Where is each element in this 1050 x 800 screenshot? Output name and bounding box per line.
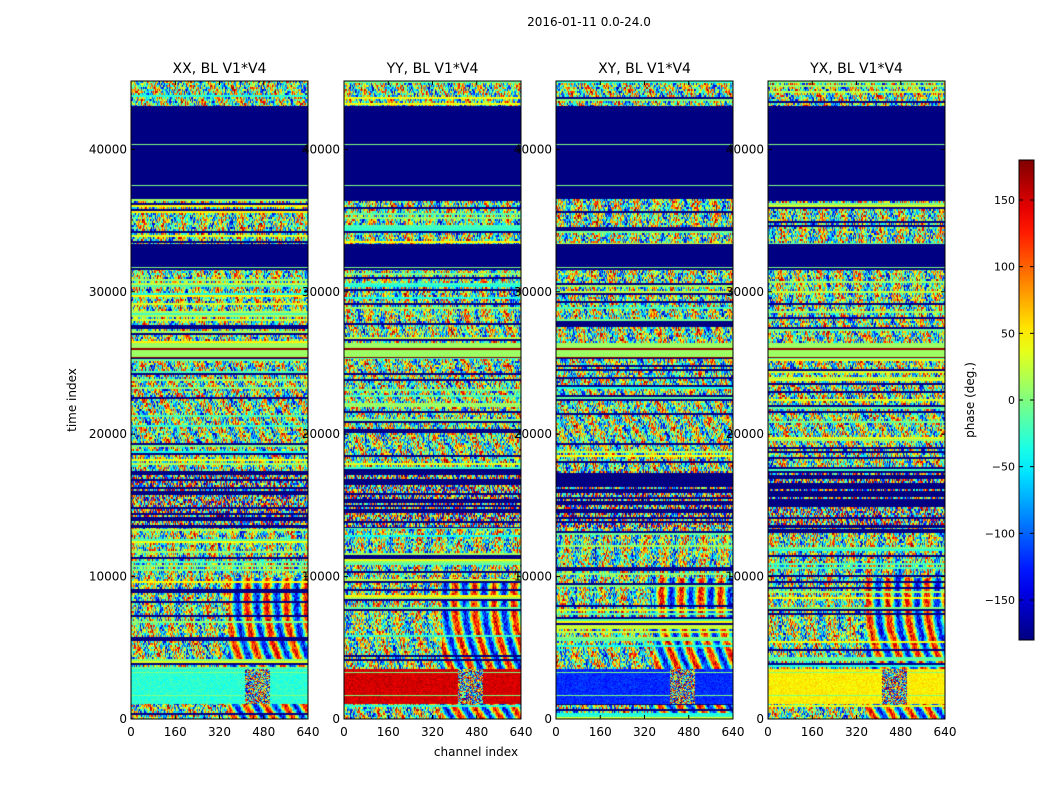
- x-tick-label: 160: [589, 725, 612, 739]
- y-tick-label: 30000: [89, 285, 127, 299]
- y-tick-label: 40000: [89, 142, 127, 156]
- figure-suptitle: 2016-01-11 0.0-24.0: [527, 15, 651, 29]
- panel-2: XY, BL V1*V4 0 160 320 480 640 0 10000 20000 3000…: [514, 61, 745, 739]
- colorbar-tick-label: −50: [992, 461, 1015, 474]
- x-tick-label: 480: [889, 725, 912, 739]
- y-tick-label: 40000: [726, 142, 764, 156]
- colorbar-tick-label: 100: [994, 261, 1015, 274]
- x-tick-label: 0: [127, 725, 135, 739]
- panel-title-1: YY, BL V1*V4: [386, 61, 479, 77]
- y-tick-label: 20000: [514, 427, 552, 441]
- x-tick-label: 0: [552, 725, 560, 739]
- heatmap-image-2: [556, 81, 733, 719]
- y-tick-label: 20000: [89, 427, 127, 441]
- x-axis-label: channel index: [434, 745, 518, 759]
- x-tick-label: 320: [208, 725, 231, 739]
- colorbar-tick-label: 0: [1008, 394, 1015, 407]
- x-tick-label: 160: [377, 725, 400, 739]
- y-tick-label: 40000: [514, 142, 552, 156]
- colorbar-tick-label: 50: [1001, 327, 1015, 340]
- x-tick-label: 160: [164, 725, 187, 739]
- y-tick-label: 40000: [302, 142, 340, 156]
- x-tick-label: 640: [510, 725, 533, 739]
- heatmap-image-0: [131, 81, 308, 719]
- y-tick-label: 10000: [302, 570, 340, 584]
- panel-title-2: XY, BL V1*V4: [598, 61, 691, 77]
- colorbar-tick-label: −100: [985, 527, 1015, 540]
- x-tick-label: 640: [722, 725, 745, 739]
- x-tick-label: 640: [297, 725, 320, 739]
- x-tick-label: 0: [764, 725, 772, 739]
- y-tick-label: 30000: [514, 285, 552, 299]
- panel-title-0: XX, BL V1*V4: [173, 61, 267, 77]
- heatmap-image-1: [344, 81, 521, 719]
- y-tick-label: 20000: [726, 427, 764, 441]
- y-axis-label: time index: [65, 368, 79, 432]
- y-tick-label: 0: [332, 712, 340, 726]
- y-tick-label: 10000: [89, 570, 127, 584]
- colorbar-tick-label: −150: [985, 594, 1015, 607]
- heatmap-image-3: [768, 81, 945, 719]
- panel-0: XX, BL V1*V4 0 160 320 480 640 0 10000 20000 3000…: [89, 61, 320, 739]
- x-tick-label: 0: [340, 725, 348, 739]
- y-tick-label: 10000: [726, 570, 764, 584]
- panel-title-3: YX, BL V1*V4: [809, 61, 903, 77]
- x-tick-label: 480: [252, 725, 275, 739]
- colorbar-tick-label: 150: [994, 194, 1015, 207]
- x-tick-label: 320: [633, 725, 656, 739]
- x-tick-label: 320: [421, 725, 444, 739]
- panels-group: XX, BL V1*V4 0 160 320 480 640 0 10000 20000 3000…: [89, 61, 957, 739]
- x-tick-label: 640: [934, 725, 957, 739]
- colorbar-label: phase (deg.): [963, 362, 977, 438]
- x-tick-label: 480: [465, 725, 488, 739]
- x-tick-label: 160: [801, 725, 824, 739]
- y-tick-label: 10000: [514, 570, 552, 584]
- y-tick-label: 0: [119, 712, 127, 726]
- y-tick-label: 30000: [302, 285, 340, 299]
- x-tick-label: 480: [677, 725, 700, 739]
- y-tick-label: 20000: [302, 427, 340, 441]
- x-tick-label: 320: [845, 725, 868, 739]
- colorbar: 150 100 50 0 −50 −100 −150: [985, 159, 1035, 641]
- y-tick-label: 0: [544, 712, 552, 726]
- y-tick-label: 30000: [726, 285, 764, 299]
- panel-3: YX, BL V1*V4 0 160 320 480 640 0 10000 20000 3000…: [726, 61, 957, 739]
- y-tick-label: 0: [756, 712, 764, 726]
- panel-1: YY, BL V1*V4 0 160 320 480 640 0 10000 20000 3000…: [302, 61, 533, 739]
